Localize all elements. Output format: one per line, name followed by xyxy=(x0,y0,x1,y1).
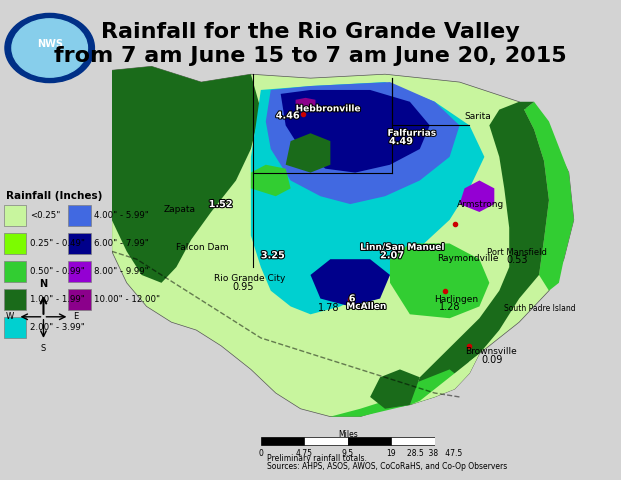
Polygon shape xyxy=(524,102,574,291)
Text: S: S xyxy=(41,345,46,353)
Polygon shape xyxy=(112,66,261,283)
Text: 2.07: 2.07 xyxy=(380,250,404,260)
FancyBboxPatch shape xyxy=(4,261,26,282)
Polygon shape xyxy=(410,102,549,405)
Text: 1.28: 1.28 xyxy=(438,302,460,312)
FancyBboxPatch shape xyxy=(68,205,91,226)
Text: 4.46: 4.46 xyxy=(276,110,300,120)
FancyBboxPatch shape xyxy=(4,205,26,226)
FancyBboxPatch shape xyxy=(4,289,26,310)
Text: Falfurrias: Falfurrias xyxy=(388,129,437,138)
Text: 4.75: 4.75 xyxy=(296,449,313,458)
Text: 0.09: 0.09 xyxy=(481,355,502,365)
Text: E: E xyxy=(73,312,78,321)
Text: Harlingen: Harlingen xyxy=(433,295,478,304)
FancyBboxPatch shape xyxy=(348,437,391,445)
Text: 9.5: 9.5 xyxy=(342,449,354,458)
Text: 6.00" - 7.99": 6.00" - 7.99" xyxy=(94,239,149,248)
Polygon shape xyxy=(286,133,330,173)
FancyBboxPatch shape xyxy=(68,261,91,282)
Polygon shape xyxy=(266,82,460,204)
Polygon shape xyxy=(370,370,420,409)
FancyBboxPatch shape xyxy=(261,437,304,445)
Text: W: W xyxy=(6,312,14,321)
Polygon shape xyxy=(296,98,315,108)
Text: 1.00" - 1.99": 1.00" - 1.99" xyxy=(30,295,84,304)
Text: from 7 am June 15 to 7 am June 20, 2015: from 7 am June 15 to 7 am June 20, 2015 xyxy=(54,46,567,66)
Text: 0.53: 0.53 xyxy=(507,255,528,265)
Polygon shape xyxy=(460,180,494,212)
Text: 8.00" - 9.99": 8.00" - 9.99" xyxy=(94,267,149,276)
Text: 0.50" - 0.99": 0.50" - 0.99" xyxy=(30,267,84,276)
Polygon shape xyxy=(251,82,484,314)
Text: 0: 0 xyxy=(258,449,263,458)
Text: Hebbronville: Hebbronville xyxy=(296,104,361,113)
Text: Preliminary rainfall totals.: Preliminary rainfall totals. xyxy=(267,454,367,463)
Polygon shape xyxy=(251,165,291,196)
FancyBboxPatch shape xyxy=(68,233,91,254)
Text: Sarita: Sarita xyxy=(465,112,491,121)
Polygon shape xyxy=(330,370,460,417)
Text: Armstrong: Armstrong xyxy=(457,200,504,209)
Polygon shape xyxy=(410,354,479,405)
Text: 1.78: 1.78 xyxy=(318,303,340,313)
Text: Miles: Miles xyxy=(338,430,358,439)
Text: Rainfall (Inches): Rainfall (Inches) xyxy=(6,191,102,201)
Text: Zapata: Zapata xyxy=(164,205,196,215)
Text: Brownsville: Brownsville xyxy=(466,347,517,356)
FancyBboxPatch shape xyxy=(391,437,435,445)
FancyBboxPatch shape xyxy=(4,233,26,254)
FancyBboxPatch shape xyxy=(304,437,348,445)
Text: Raymondville: Raymondville xyxy=(437,254,499,263)
Text: Falcon Dam: Falcon Dam xyxy=(176,243,229,252)
Polygon shape xyxy=(112,66,574,417)
Text: South Padre Island: South Padre Island xyxy=(504,304,576,313)
Polygon shape xyxy=(310,259,390,306)
Text: 2.00" - 3.99": 2.00" - 3.99" xyxy=(30,323,84,332)
Text: 28.5  38   47.5: 28.5 38 47.5 xyxy=(407,449,462,458)
Text: 1.52: 1.52 xyxy=(209,199,233,209)
Text: Rio Grande City: Rio Grande City xyxy=(214,275,285,283)
Text: 10.00" - 12.00": 10.00" - 12.00" xyxy=(94,295,160,304)
FancyBboxPatch shape xyxy=(4,317,26,337)
Text: Sources: AHPS, ASOS, AWOS, CoCoRaHS, and Co-Op Observers: Sources: AHPS, ASOS, AWOS, CoCoRaHS, and… xyxy=(267,462,507,471)
Text: NWS: NWS xyxy=(37,39,63,49)
Text: 4.49: 4.49 xyxy=(389,136,413,146)
Circle shape xyxy=(5,13,94,83)
Text: 19: 19 xyxy=(386,449,396,458)
Text: Rainfall for the Rio Grande Valley: Rainfall for the Rio Grande Valley xyxy=(101,22,520,42)
Polygon shape xyxy=(281,90,430,173)
Text: Linn/San Manuel: Linn/San Manuel xyxy=(360,243,445,252)
Text: 6: 6 xyxy=(349,294,355,303)
Text: 0.95: 0.95 xyxy=(232,282,253,292)
Text: <0.25": <0.25" xyxy=(30,211,60,220)
Circle shape xyxy=(12,19,88,77)
Text: Port Mansfield: Port Mansfield xyxy=(487,248,546,257)
Polygon shape xyxy=(390,243,489,318)
FancyBboxPatch shape xyxy=(68,289,91,310)
Text: 3.25: 3.25 xyxy=(261,250,285,260)
Text: 0.25" - 0.49": 0.25" - 0.49" xyxy=(30,239,85,248)
Text: 4.00" - 5.99": 4.00" - 5.99" xyxy=(94,211,149,220)
Text: N: N xyxy=(39,279,48,289)
Text: McAllen: McAllen xyxy=(347,302,386,311)
